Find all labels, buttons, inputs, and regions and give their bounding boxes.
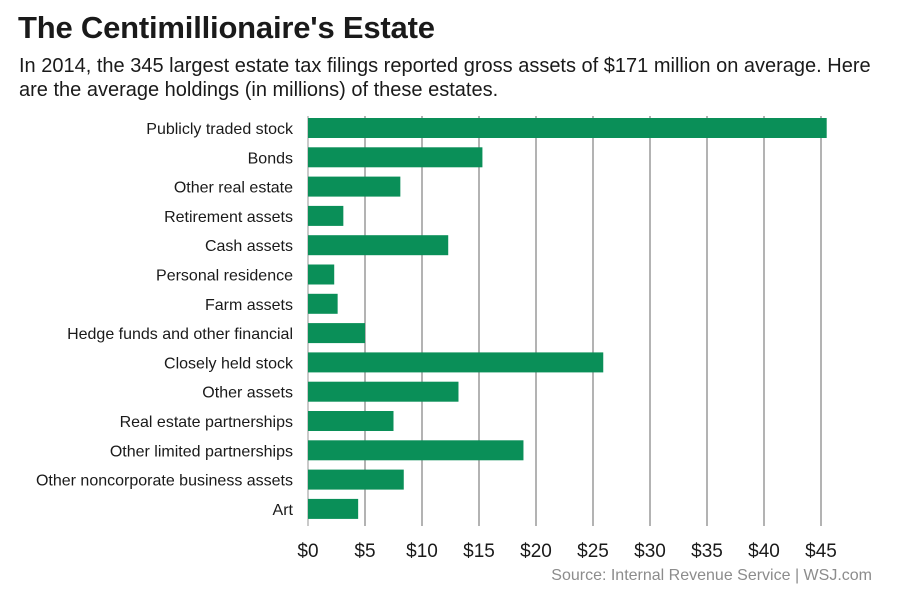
bar	[308, 293, 338, 314]
bar	[308, 264, 335, 285]
bar	[308, 352, 604, 373]
x-tick-label: $15	[463, 541, 495, 562]
x-tick-label: $40	[748, 541, 780, 562]
bar	[308, 147, 483, 168]
bar	[308, 440, 524, 461]
category-label: Real estate partnerships	[120, 414, 293, 431]
bar	[308, 498, 359, 519]
category-label: Closely held stock	[164, 355, 294, 372]
category-label: Other noncorporate business assets	[36, 473, 293, 490]
x-tick-label: $45	[805, 541, 837, 562]
bar	[308, 235, 449, 256]
source-note: Source: Internal Revenue Service | WSJ.c…	[551, 567, 872, 584]
chart-title: The Centimillionaire's Estate	[18, 10, 435, 45]
x-tick-label: $10	[406, 541, 438, 562]
category-label: Publicly traded stock	[146, 121, 294, 138]
category-label: Retirement assets	[164, 209, 293, 226]
category-label: Bonds	[248, 150, 293, 167]
x-tick-label: $25	[577, 541, 609, 562]
x-tick-label: $20	[520, 541, 552, 562]
category-label: Other assets	[202, 385, 293, 402]
x-tick-label: $5	[354, 541, 375, 562]
chart-subtitle: In 2014, the 345 largest estate tax fili…	[19, 55, 871, 101]
bar	[308, 176, 401, 197]
category-label: Other real estate	[174, 180, 293, 197]
bar	[308, 118, 827, 138]
bar	[308, 411, 394, 431]
category-label: Farm assets	[205, 297, 293, 314]
bar	[308, 205, 344, 226]
x-tick-label: $30	[634, 541, 666, 562]
bar	[308, 469, 404, 490]
x-tick-label: $0	[297, 541, 318, 562]
category-label: Personal residence	[156, 268, 293, 285]
category-label: Other limited partnerships	[110, 443, 293, 460]
category-label: Art	[273, 502, 294, 519]
category-label: Cash assets	[205, 238, 293, 255]
bar	[308, 381, 459, 402]
category-label: Hedge funds and other financial	[67, 326, 293, 343]
bar	[308, 323, 365, 344]
x-tick-label: $35	[691, 541, 723, 562]
